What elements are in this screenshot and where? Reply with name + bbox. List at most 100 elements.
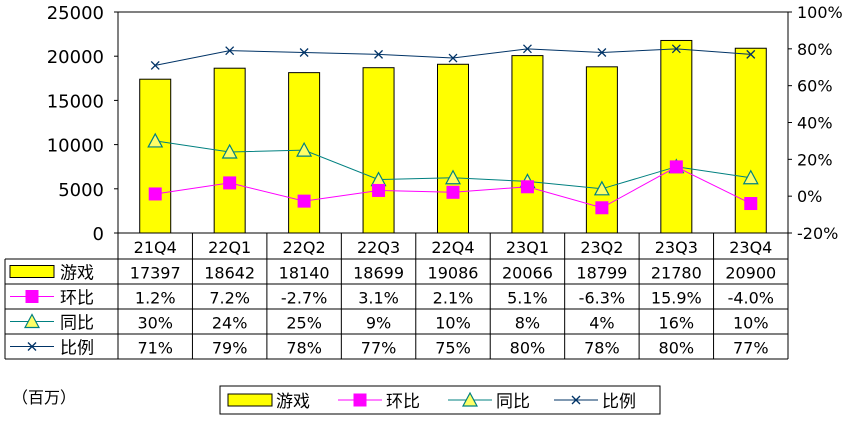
category-label: 23Q1 bbox=[506, 238, 549, 257]
left-tick-label: 10000 bbox=[47, 136, 104, 157]
point-同比-23Q4 bbox=[742, 169, 759, 185]
legend-marker-环比 bbox=[25, 290, 39, 303]
left-tick-label: 0 bbox=[93, 224, 104, 245]
cell-环比-22Q2: -2.7% bbox=[281, 289, 327, 308]
cell-比例-22Q2: 78% bbox=[286, 339, 322, 358]
cell-比例-22Q1: 79% bbox=[212, 339, 248, 358]
right-tick-label: 20% bbox=[797, 150, 833, 169]
left-tick-label: 5000 bbox=[58, 180, 104, 201]
legend-key-环比 bbox=[338, 393, 382, 407]
right-tick-label: 0% bbox=[797, 187, 822, 206]
legend-key-同比 bbox=[448, 391, 492, 407]
bar-23Q1 bbox=[511, 55, 544, 234]
point-比例-21Q4 bbox=[150, 60, 160, 70]
cell-同比-23Q1: 8% bbox=[515, 314, 540, 333]
point-环比-23Q1 bbox=[520, 180, 534, 194]
legend-marker-同比 bbox=[23, 313, 41, 329]
legend-marker-比例 bbox=[27, 342, 37, 351]
point-比例-23Q4 bbox=[746, 49, 756, 59]
legend-key-比例 bbox=[10, 342, 54, 351]
point-环比-22Q2 bbox=[297, 194, 311, 208]
left-tick-label: 20000 bbox=[47, 47, 104, 68]
point-比例-22Q3 bbox=[374, 49, 384, 59]
cell-环比-22Q1: 7.2% bbox=[209, 289, 250, 308]
category-label: 22Q1 bbox=[208, 238, 251, 257]
cell-游戏-23Q2: 18799 bbox=[576, 264, 627, 283]
cell-环比-23Q4: -4.0% bbox=[728, 289, 774, 308]
category-label: 23Q4 bbox=[729, 238, 772, 257]
cell-同比-23Q3: 16% bbox=[659, 314, 695, 333]
lines-group bbox=[147, 44, 759, 215]
row-header-游戏: 游戏 bbox=[60, 264, 94, 284]
legend-key-同比 bbox=[10, 313, 54, 329]
cell-比例-21Q4: 71% bbox=[137, 339, 173, 358]
legend-marker-同比 bbox=[461, 391, 479, 407]
cell-比例-22Q4: 75% bbox=[435, 339, 471, 358]
cell-游戏-22Q1: 18642 bbox=[204, 264, 255, 283]
point-比例-22Q2 bbox=[299, 48, 309, 57]
category-label: 22Q3 bbox=[357, 238, 400, 257]
cell-同比-22Q3: 9% bbox=[366, 314, 391, 333]
unit-note: （百万） bbox=[12, 388, 76, 407]
point-环比-23Q2 bbox=[595, 201, 609, 215]
cell-比例-22Q3: 77% bbox=[361, 339, 397, 358]
point-环比-21Q4 bbox=[148, 187, 162, 201]
point-同比-22Q1 bbox=[221, 143, 238, 159]
point-同比-22Q2 bbox=[296, 141, 313, 157]
right-tick-label: 60% bbox=[797, 77, 833, 96]
cell-比例-23Q2: 78% bbox=[584, 339, 620, 358]
cell-游戏-22Q4: 19086 bbox=[428, 264, 479, 283]
cell-比例-23Q3: 80% bbox=[659, 339, 695, 358]
data-table: 21Q4 22Q1 22Q2 22Q3 22Q4 23Q1 23Q2 23Q3 23Q4 游戏 17… bbox=[4, 232, 789, 360]
axes-group: 0 5000 10000 15000 20000 25000 -20% 0% 20% 40% 60%… bbox=[47, 3, 843, 245]
point-环比-23Q3 bbox=[669, 160, 683, 174]
bar-23Q3 bbox=[660, 39, 693, 234]
cell-游戏-22Q3: 18699 bbox=[353, 264, 404, 283]
cell-环比-23Q3: 15.9% bbox=[651, 289, 702, 308]
row-header-比例: 比例 bbox=[60, 339, 94, 359]
cell-环比-23Q2: -6.3% bbox=[579, 289, 625, 308]
cell-比例-23Q1: 80% bbox=[510, 339, 546, 358]
legend-key-环比 bbox=[10, 290, 54, 303]
cell-同比-21Q4: 30% bbox=[137, 314, 173, 333]
cell-比例-23Q4: 77% bbox=[733, 339, 769, 358]
cell-游戏-23Q3: 21780 bbox=[651, 264, 702, 283]
left-tick-label: 25000 bbox=[47, 3, 104, 24]
legend-label-游戏: 游戏 bbox=[276, 392, 310, 412]
bar-22Q3 bbox=[362, 67, 395, 234]
point-环比-22Q4 bbox=[446, 185, 460, 199]
cell-同比-22Q4: 10% bbox=[435, 314, 471, 333]
cell-同比-23Q4: 10% bbox=[733, 314, 769, 333]
legend-label-同比: 同比 bbox=[496, 392, 530, 412]
bar-21Q4 bbox=[139, 78, 172, 234]
legend: 游戏 环比 同比 比例 bbox=[219, 385, 661, 415]
cell-环比-22Q4: 2.1% bbox=[433, 289, 474, 308]
point-比例-22Q4 bbox=[448, 53, 458, 63]
cell-游戏-22Q2: 18140 bbox=[279, 264, 330, 283]
legend-marker-环比 bbox=[353, 393, 367, 407]
left-tick-label: 15000 bbox=[47, 91, 104, 112]
row-header-同比: 同比 bbox=[60, 314, 94, 334]
category-label: 22Q2 bbox=[283, 238, 326, 257]
category-label: 23Q3 bbox=[655, 238, 698, 257]
cell-游戏-23Q1: 20066 bbox=[502, 264, 553, 283]
right-tick-label: -20% bbox=[797, 224, 838, 243]
bar-22Q4 bbox=[437, 63, 469, 234]
right-tick-label: 80% bbox=[797, 40, 833, 59]
point-比例-22Q1 bbox=[225, 46, 235, 56]
point-环比-22Q1 bbox=[223, 176, 237, 190]
legend-key-比例 bbox=[554, 395, 598, 405]
category-label: 21Q4 bbox=[134, 238, 177, 257]
bars-group bbox=[139, 39, 767, 234]
right-tick-label: 100% bbox=[797, 3, 843, 22]
point-同比-21Q4 bbox=[147, 132, 164, 148]
point-比例-23Q2 bbox=[597, 48, 607, 57]
point-同比-22Q4 bbox=[444, 169, 462, 185]
point-同比-23Q2 bbox=[593, 180, 610, 196]
point-比例-23Q1 bbox=[522, 44, 532, 54]
legend-marker-比例 bbox=[571, 395, 581, 405]
legend-label-环比: 环比 bbox=[386, 392, 420, 412]
point-环比-22Q3 bbox=[372, 183, 386, 197]
category-label: 23Q2 bbox=[580, 238, 623, 257]
